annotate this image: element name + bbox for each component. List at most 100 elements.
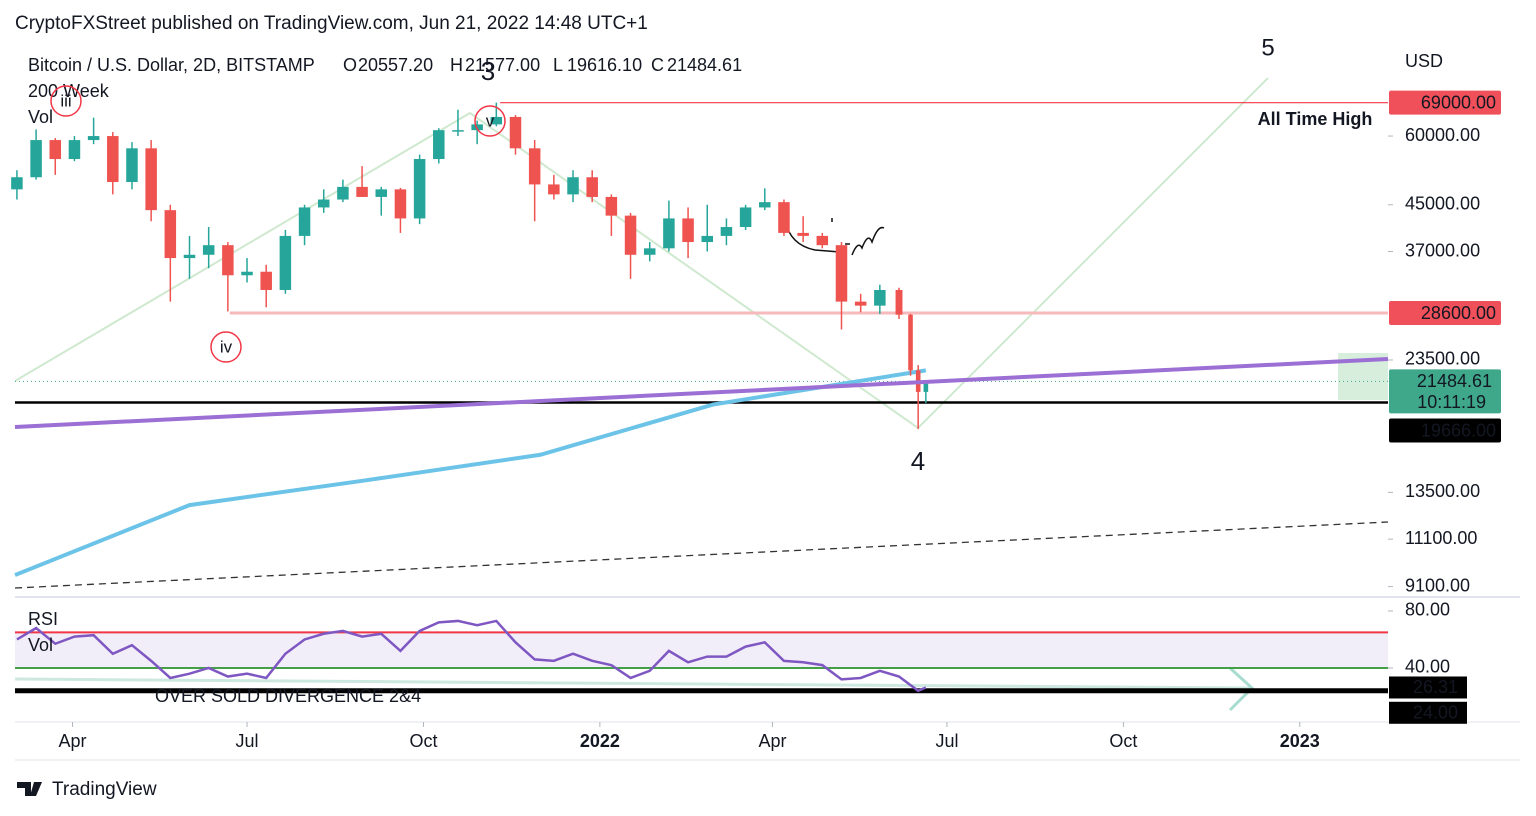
candle-body [241,271,253,276]
countdown: 10:11:19 [1417,392,1486,412]
volume-label: Vol [28,107,53,127]
candle-body [202,245,215,255]
moving-average [14,368,927,577]
candle-body [567,177,579,195]
annotation: iii [60,91,71,110]
rsi-band [15,632,1388,668]
volume-trend [14,521,1389,589]
rsi-level-label: 24.00 [1413,703,1458,723]
wave-projection [14,77,1269,430]
x-tick-label: 2023 [1280,731,1320,751]
brand-logo [17,782,42,796]
front-layer: Bitcoin / U.S. Dollar, 2D, BITSTAMP O 2055… [28,34,1501,751]
candle-body [586,177,598,197]
candle-body [49,140,62,160]
legend-value: 19616.10 [567,55,642,75]
price-line-label: 28600.00 [1421,303,1496,323]
chart-title: Bitcoin / U.S. Dollar, 2D, BITSTAMP [28,55,315,75]
axis-unit: USD [1405,51,1443,71]
price-line-label: 19666.00 [1421,420,1496,440]
annotation: iv [220,337,233,356]
x-tick-label: Oct [409,731,437,751]
y-tick-label: 60000.00 [1405,125,1480,145]
indicator-label: 200 Week [28,81,110,101]
candle-body [528,148,541,185]
rsi-volume-label: Vol [28,635,53,655]
back-layer [15,102,1393,727]
y-tick-label: 9100.00 [1405,575,1470,595]
candle-body [337,186,349,200]
rsi-value-box [1389,676,1467,699]
rsi-tick-label: 80.00 [1405,600,1450,620]
annotation: v [486,111,495,130]
y-tick-label: 11100.00 [1405,528,1477,548]
candle-body [145,148,157,211]
x-tick-label: Oct [1109,731,1137,751]
rsi-line [16,619,927,693]
candle-body [394,189,407,219]
x-tick-label: Jul [236,731,259,751]
candle-body [816,235,829,246]
candle-body [375,189,388,197]
main-layer [11,102,929,693]
candle-body [739,207,752,228]
candle-body [643,248,656,255]
y-tick-label: 23500.00 [1405,349,1480,369]
rsi-name: RSI [28,609,58,629]
candle-body [908,314,913,371]
y-tick-label: 37000.00 [1405,240,1480,260]
candle-body [720,227,733,236]
candle-body [682,218,694,243]
legend-key: L [553,55,563,75]
candle-body [778,202,790,233]
trend-line [14,357,1389,429]
candle-body [298,207,311,236]
legend-key: O [343,55,357,75]
price-line-box [1389,90,1501,115]
x-tick-label: Jul [935,731,958,751]
candle-body [797,232,809,236]
candle-body [68,140,81,160]
candle-body [490,116,503,125]
legend-value: 20557.20 [358,55,433,75]
y-tick-label: 45000.00 [1405,194,1480,214]
price-line-label: 69000.00 [1421,92,1496,112]
legend-key: C [651,55,664,75]
candle-body [895,289,903,315]
x-tick-label: 2022 [580,731,620,751]
legend-key: H [450,55,463,75]
legend-value: 21577.00 [465,55,540,75]
candle-body [11,177,23,190]
hand-drawing [784,218,885,256]
annotation: 5 [1261,34,1274,61]
rsi-tick-label: 40.00 [1405,657,1450,677]
annotation-circle [474,105,506,137]
candle-body [701,235,714,243]
candle-body [356,186,368,197]
rsi-annotation: OVER SOLD DIVERGENCE 2&4 [155,686,421,706]
candle-body [30,140,42,178]
candle-body [279,235,292,290]
published-line: CryptoFXStreet published on TradingView.… [15,13,648,34]
legend-value: 21484.61 [667,55,742,75]
candle-body [923,381,929,392]
candle-body [759,202,771,208]
annotation: All Time High [1258,109,1373,129]
chevron [1228,666,1255,712]
last-price-label: 21484.61 [1417,371,1492,391]
annotation: 4 [911,446,925,476]
annotation-circle [50,85,82,117]
candle-body [433,130,445,160]
candle-body [452,130,464,132]
last-price-box [1389,369,1501,414]
candle-body [605,196,618,216]
candle-body [222,245,234,276]
candle-body [260,271,272,290]
candle-body [854,301,867,306]
candle-body [509,116,522,149]
candle-body [874,289,886,306]
y-tick-label: 13500.00 [1405,481,1480,501]
x-tick-label: Apr [59,731,87,751]
